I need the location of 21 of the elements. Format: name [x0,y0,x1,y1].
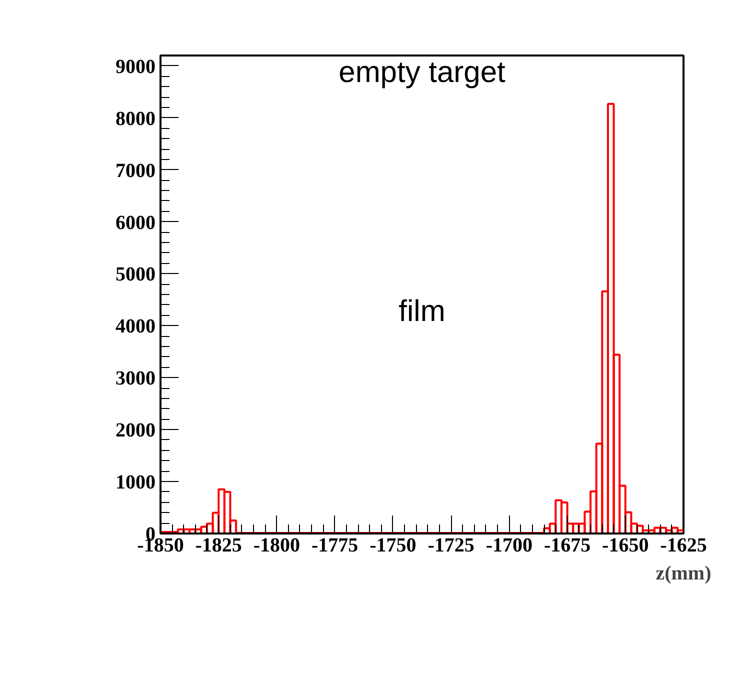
x-tick-label: -1800 [253,534,300,556]
y-tick-label: 1000 [116,472,156,494]
y-tick-label: 4000 [116,316,156,338]
y-tick-label: 3000 [116,368,156,390]
y-tick-label: 7000 [116,160,156,182]
y-tick-label: 6000 [116,212,156,234]
x-tick-label: -1625 [660,534,707,556]
x-tick-label: -1675 [544,534,591,556]
x-tick-label: -1650 [602,534,649,556]
annotation: film [398,294,446,328]
annotation: empty target [338,56,506,89]
x-tick-label: -1700 [486,534,533,556]
x-tick-label: -1825 [195,534,242,556]
y-tick-label: 2000 [116,420,156,442]
y-tick-label: 5000 [116,264,156,286]
y-tick-label: 9000 [116,56,156,78]
x-axis-title: z(mm) [656,562,712,584]
x-tick-label: -1750 [370,534,416,556]
x-tick-label: -1775 [312,534,358,556]
x-tick-label: -1725 [428,534,474,556]
y-tick-label: 8000 [116,108,156,130]
